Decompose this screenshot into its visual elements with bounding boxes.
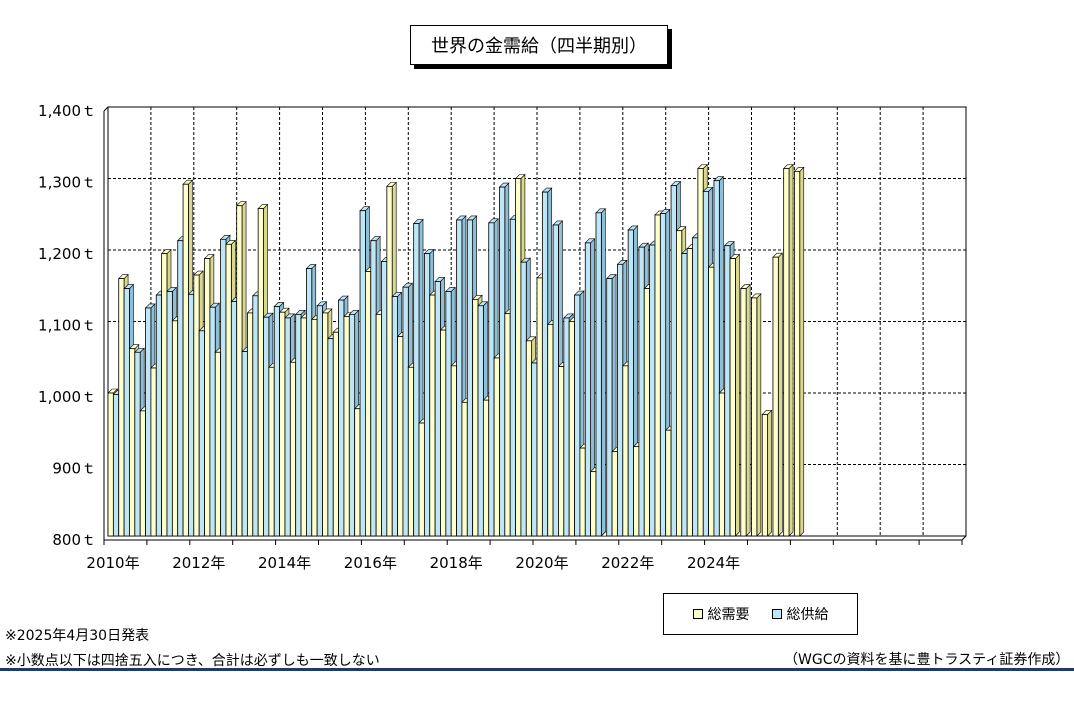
bar-demand bbox=[782, 163, 794, 537]
x-tick-label: 2018年 bbox=[430, 554, 483, 572]
note-announce-date: ※2025年4月30日発表 bbox=[5, 628, 150, 644]
bar-demand bbox=[772, 252, 784, 537]
legend: 総需要 総供給 bbox=[663, 593, 858, 635]
axis-layer: 800ｔ 900ｔ 1,000ｔ 1,100ｔ 1,200ｔ 1,300ｔ 1,400ｔ 20… bbox=[38, 102, 967, 572]
bar-demand bbox=[793, 166, 805, 537]
y-tick-label: 1,300ｔ bbox=[38, 174, 96, 192]
legend-item-demand: 総需要 bbox=[692, 604, 750, 624]
x-tick-label: 2020年 bbox=[515, 554, 568, 572]
bar-demand bbox=[761, 409, 773, 537]
x-tick-label: 2010年 bbox=[86, 554, 139, 572]
legend-swatch-supply bbox=[771, 609, 782, 619]
bars-layer bbox=[107, 163, 805, 537]
wall-edge bbox=[103, 106, 109, 112]
y-tick-label: 1,400ｔ bbox=[38, 102, 96, 120]
y-tick-label: 900ｔ bbox=[52, 460, 96, 478]
legend-label-demand: 総需要 bbox=[707, 607, 750, 623]
y-tick-label: 1,100ｔ bbox=[38, 317, 96, 335]
bar-demand bbox=[750, 293, 762, 537]
bar-demand bbox=[740, 283, 751, 537]
legend-swatch-demand bbox=[692, 609, 703, 619]
bar-supply bbox=[595, 208, 607, 537]
note-source: （WGCの資料を基に豊トラスティ証券作成） bbox=[784, 652, 1070, 668]
y-tick-label: 1,200ｔ bbox=[38, 245, 96, 263]
y-tick-label: 1,000ｔ bbox=[38, 388, 96, 406]
x-tick-label: 2024年 bbox=[687, 554, 740, 572]
x-tick-label: 2012年 bbox=[172, 554, 225, 572]
legend-label-supply: 総供給 bbox=[786, 607, 829, 623]
bottom-rule bbox=[0, 668, 1074, 671]
x-tick-label: 2016年 bbox=[344, 554, 397, 572]
chart-title: 世界の金需給（四半期別） bbox=[410, 25, 668, 65]
x-tick-label: 2014年 bbox=[258, 554, 311, 572]
note-rounding: ※小数点以下は四捨五入につき、合計は必ずしも一致しない bbox=[5, 653, 380, 669]
x-tick-label: 2022年 bbox=[601, 554, 654, 572]
y-tick-label: 800ｔ bbox=[52, 531, 96, 549]
floor-edge bbox=[961, 535, 967, 541]
bar-demand bbox=[729, 253, 741, 537]
legend-item-supply: 総供給 bbox=[771, 604, 829, 624]
